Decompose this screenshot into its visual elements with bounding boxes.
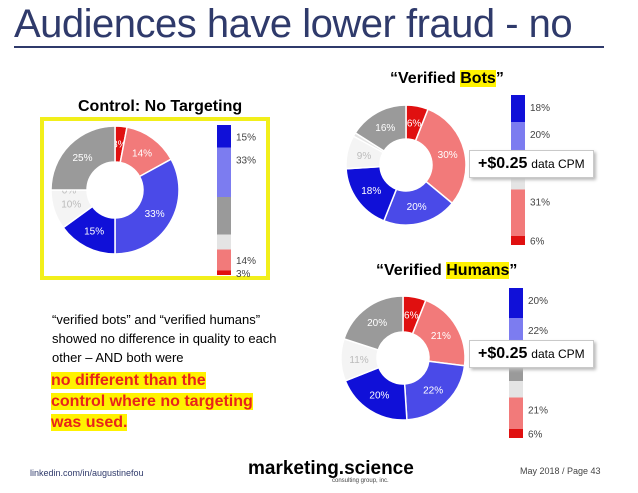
stacked-bar-label: 22%: [528, 326, 548, 337]
cpm-suffix-bots: data CPM: [531, 157, 585, 171]
donut-slice-label: 0%: [62, 186, 77, 197]
note-highlight-line-1: no different than the: [51, 372, 206, 389]
donut-slice-label: 22%: [423, 386, 443, 397]
note-highlight-line-2: control where no targeting: [51, 393, 253, 410]
donut-hole: [380, 139, 432, 191]
note-text: “verified bots” and “verified humans” sh…: [52, 312, 277, 365]
donut-slice-label: 20%: [369, 391, 389, 402]
chart-title-bots-highlight: Bots: [460, 70, 496, 87]
donut-slice-label: 6%: [404, 310, 419, 321]
chart-title-bots-suffix: ”: [495, 70, 504, 87]
footer-brand-logo: marketing.science: [248, 458, 414, 479]
note-highlight-line-3: was used.: [51, 414, 128, 431]
donut-slice-label: 16%: [375, 123, 395, 134]
donut-slice-label: 21%: [431, 331, 451, 342]
stacked-bar-segment: [217, 234, 231, 250]
stacked-bar-segment: [511, 176, 525, 190]
donut-hole: [87, 162, 143, 218]
donut-slice-label: 3%: [112, 140, 127, 151]
chart-title-humans-prefix: “Verified: [376, 262, 447, 279]
stacked-bar-label: 31%: [530, 198, 550, 209]
donut-hole: [377, 332, 429, 384]
stacked-bar-label: 15%: [236, 132, 256, 143]
donut-slice-label: 6%: [407, 118, 422, 129]
donut-slice-label: 25%: [72, 153, 92, 164]
donut-slice-label: 30%: [438, 150, 458, 161]
chart-title-control: Control: No Targeting: [78, 98, 242, 116]
stacked-bar-label: 3%: [236, 269, 251, 280]
stacked-bar-segment: [217, 197, 231, 235]
stacked-bar-label: 33%: [236, 156, 256, 167]
donut-slice-label: 14%: [132, 148, 152, 159]
donut-slice-label: 15%: [84, 226, 104, 237]
donut-slice-label: 18%: [361, 186, 381, 197]
stacked-bar-label: 14%: [236, 256, 256, 267]
chart-title-control-text: Control: No Targeting: [78, 98, 243, 115]
donut-slice-label: 10%: [61, 200, 81, 211]
cpm-amount-bots: +$0.25: [478, 155, 528, 172]
stacked-bar-segment: [509, 429, 523, 438]
stacked-bar-segment: [217, 147, 231, 197]
stacked-bar-segment: [511, 122, 525, 152]
chart-title-bots: “Verified Bots”: [390, 70, 504, 88]
donut-slice-label: 9%: [357, 151, 372, 162]
donut-slice-label: 20%: [407, 202, 427, 213]
cpm-suffix-humans: data CPM: [531, 347, 585, 361]
stacked-bar-label: 20%: [530, 130, 550, 141]
chart-title-humans-suffix: ”: [509, 262, 518, 279]
stacked-bar-label: 20%: [528, 296, 548, 307]
stacked-bar-label: 6%: [530, 237, 545, 248]
stacked-bar-segment: [511, 189, 525, 236]
donut-slice-label: 33%: [145, 209, 165, 220]
title-divider: [14, 46, 604, 48]
chart-title-bots-prefix: “Verified: [390, 70, 461, 87]
stacked-bar-label: 6%: [528, 430, 543, 441]
stacked-bar-segment: [509, 381, 523, 398]
chart-title-humans: “Verified Humans”: [376, 262, 517, 280]
donut-slice-label: 11%: [349, 355, 368, 366]
cpm-box-humans: +$0.25 data CPM: [469, 340, 594, 368]
footer-linkedin: linkedin.com/in/augustinefou: [30, 468, 144, 478]
stacked-bar-label: 21%: [528, 406, 548, 417]
note-highlight: no different than the control where no t…: [51, 370, 253, 433]
footer-page-number: May 2018 / Page 43: [520, 466, 601, 476]
cpm-amount-humans: +$0.25: [478, 345, 528, 362]
stacked-bar-label: 18%: [530, 103, 550, 114]
chart-title-humans-highlight: Humans: [446, 262, 510, 279]
footer-brand-subtitle: consulting group, inc.: [332, 478, 389, 484]
stacked-bar-segment: [509, 397, 523, 429]
stacked-bar-segment: [511, 236, 525, 245]
stacked-bar-segment: [217, 125, 231, 148]
stacked-bar-segment: [217, 249, 231, 271]
slide-title: Audiences have lower fraud - no: [14, 2, 573, 46]
stacked-bar-segment: [511, 95, 525, 122]
stacked-bar-segment: [509, 288, 523, 318]
cpm-box-bots: +$0.25 data CPM: [469, 150, 594, 178]
stacked-bar-segment: [217, 270, 231, 275]
control-highlight-box: [40, 117, 270, 280]
donut-slice-label: 20%: [367, 318, 387, 329]
